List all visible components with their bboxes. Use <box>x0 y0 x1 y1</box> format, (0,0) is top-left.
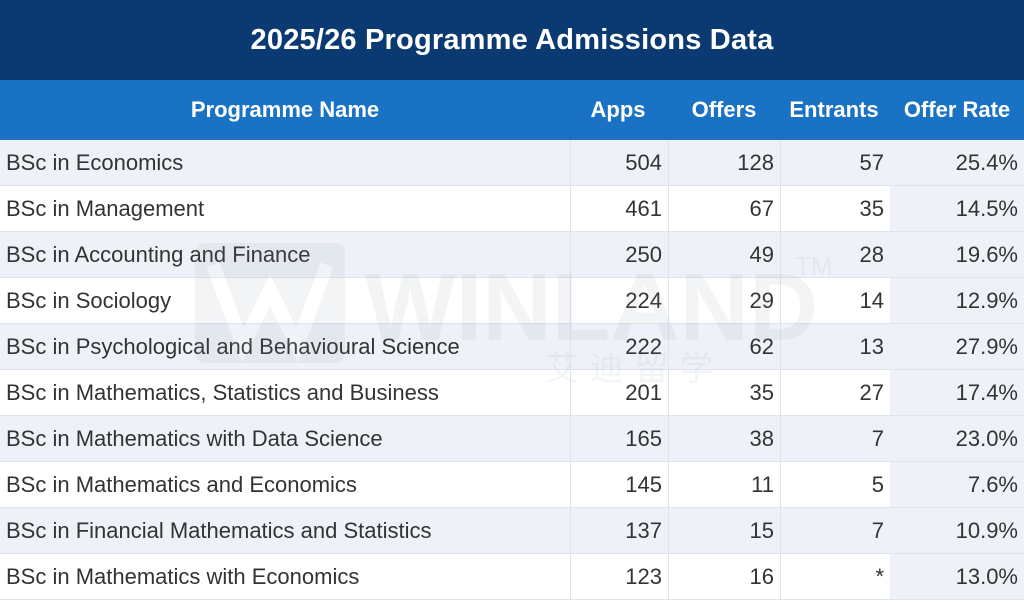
cell-offers: 128 <box>668 140 780 185</box>
cell-programme-name: BSc in Mathematics, Statistics and Busin… <box>6 379 439 405</box>
cell-entrants: 28 <box>780 232 890 277</box>
cell-offers: 49 <box>668 232 780 277</box>
cell-entrants: * <box>780 554 890 599</box>
table-row: BSc in Economics 504 128 57 25.4% <box>0 140 1024 186</box>
table-row: BSc in Mathematics with Data Science 165 3… <box>0 416 1024 462</box>
table-body: BSc in Economics 504 128 57 25.4% BSc in Mana… <box>0 140 1024 602</box>
cell-apps: 250 <box>570 232 668 277</box>
table-header-row: Programme Name Apps Offers Entrants Offe… <box>0 80 1024 140</box>
table-row: BSc in Financial Mathematics and Statist… <box>0 508 1024 554</box>
table-title-text: 2025/26 Programme Admissions Data <box>250 23 774 56</box>
cell-offer-rate: 19.6% <box>955 241 1018 267</box>
cell-apps: 123 <box>570 554 668 599</box>
cell-offers: 62 <box>668 324 780 369</box>
table-row: BSc in Psychological and Behavioural Sci… <box>0 324 1024 370</box>
cell-offer-rate: 27.9% <box>955 333 1018 359</box>
cell-offers: 29 <box>668 278 780 323</box>
cell-programme-name: BSc in Mathematics and Economics <box>6 471 357 497</box>
cell-offers: 16 <box>668 554 780 599</box>
cell-entrants: 14 <box>780 278 890 323</box>
cell-offers: 38 <box>668 416 780 461</box>
cell-offer-rate: 14.5% <box>890 186 1024 231</box>
cell-entrants: 7 <box>780 508 890 553</box>
cell-apps: 224 <box>570 278 668 323</box>
table-row: BSc in Mathematics with Economics 123 16 * 1… <box>0 554 1024 600</box>
cell-entrants: 5 <box>780 462 890 507</box>
cell-apps: 201 <box>570 370 668 415</box>
table-row: BSc in Accounting and Finance 250 49 28 19.6… <box>0 232 1024 278</box>
cell-apps: 165 <box>570 416 668 461</box>
cell-offer-rate: 10.9% <box>955 517 1018 543</box>
cell-offers: 11 <box>668 462 780 507</box>
cell-programme-name: BSc in Economics <box>6 149 184 175</box>
column-header-offers: Offers <box>691 97 757 122</box>
cell-programme-name: BSc in Mathematics with Data Science <box>6 425 383 451</box>
cell-offer-rate: 13.0% <box>890 554 1024 599</box>
cell-offer-rate: 25.4% <box>955 149 1018 175</box>
cell-entrants: 35 <box>780 186 890 231</box>
cell-entrants: 27 <box>780 370 890 415</box>
cell-apps: 222 <box>570 324 668 369</box>
cell-apps: 145 <box>570 462 668 507</box>
cell-offer-rate: 17.4% <box>890 370 1024 415</box>
table-row: BSc in Management 461 67 35 14.5% <box>0 186 1024 232</box>
cell-programme-name: BSc in Management <box>6 195 205 221</box>
cell-offer-rate: 12.9% <box>890 278 1024 323</box>
cell-apps: 137 <box>570 508 668 553</box>
column-header-offer-rate: Offer Rate <box>903 97 1011 122</box>
cell-apps: 504 <box>570 140 668 185</box>
cell-offers: 67 <box>668 186 780 231</box>
cell-apps: 461 <box>570 186 668 231</box>
cell-offer-rate: 23.0% <box>955 425 1018 451</box>
column-header-programme-name: Programme Name <box>190 97 380 122</box>
table-row: BSc in Mathematics and Economics 145 11 5 7.… <box>0 462 1024 508</box>
cell-entrants: 13 <box>780 324 890 369</box>
table-row: BSc in Sociology 224 29 14 12.9% <box>0 278 1024 324</box>
table-row: BSc in Mathematics, Statistics and Busin… <box>0 370 1024 416</box>
column-header-entrants: Entrants <box>789 97 879 122</box>
cell-entrants: 57 <box>780 140 890 185</box>
cell-programme-name: BSc in Sociology <box>6 287 172 313</box>
cell-offers: 15 <box>668 508 780 553</box>
cell-programme-name: BSc in Financial Mathematics and Statist… <box>6 517 432 543</box>
cell-offer-rate: 7.6% <box>890 462 1024 507</box>
table-title: 2025/26 Programme Admissions Data <box>0 0 1024 80</box>
cell-programme-name: BSc in Psychological and Behavioural Sci… <box>6 333 460 359</box>
cell-entrants: 7 <box>780 416 890 461</box>
column-header-apps: Apps <box>590 97 646 122</box>
cell-offers: 35 <box>668 370 780 415</box>
cell-programme-name: BSc in Accounting and Finance <box>6 241 311 267</box>
cell-programme-name: BSc in Mathematics with Economics <box>6 563 360 589</box>
